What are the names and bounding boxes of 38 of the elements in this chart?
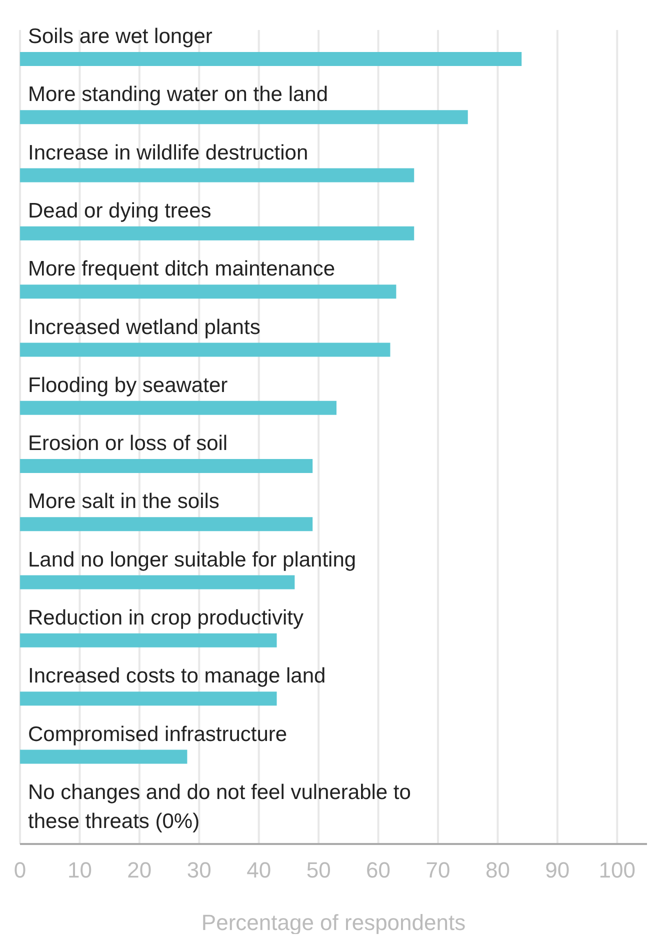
bar bbox=[20, 633, 277, 648]
y-tick-label: Increased wetland plants bbox=[28, 316, 260, 339]
x-tick-label: 80 bbox=[485, 858, 510, 883]
y-tick-label: Flooding by seawater bbox=[28, 374, 228, 397]
bar bbox=[20, 110, 468, 124]
y-tick-label: More frequent ditch maintenance bbox=[28, 258, 336, 281]
bar bbox=[20, 400, 336, 415]
x-tick-label: 0 bbox=[14, 858, 26, 883]
bar bbox=[20, 284, 396, 299]
bar bbox=[20, 575, 295, 590]
bar bbox=[20, 226, 414, 240]
x-tick-label: 10 bbox=[67, 858, 92, 883]
bar bbox=[20, 342, 390, 357]
bar bbox=[20, 750, 188, 764]
y-tick-label: Land no longer suitable for planting bbox=[28, 548, 356, 572]
x-tick-label: 40 bbox=[246, 858, 272, 883]
y-tick-label: Soils are wet longer bbox=[28, 25, 212, 48]
y-tick-label: Increased costs to manage land bbox=[28, 664, 326, 688]
bar bbox=[20, 517, 313, 532]
x-tick-label: 60 bbox=[366, 858, 391, 883]
bar bbox=[20, 168, 414, 182]
x-tick-label: 100 bbox=[598, 858, 636, 883]
bar bbox=[20, 692, 277, 706]
x-tick-label: 70 bbox=[426, 858, 450, 883]
x-tick-label: 90 bbox=[545, 858, 570, 883]
x-tick-label: 30 bbox=[186, 858, 212, 883]
y-tick-label: Compromised infrastructure bbox=[28, 722, 288, 746]
x-tick-label: 20 bbox=[127, 858, 152, 883]
y-tick-label: More salt in the soils bbox=[28, 490, 220, 514]
y-tick-label: No changes and do not feel vulnerable to these threats (0%) bbox=[28, 780, 411, 833]
y-tick-label: More standing water on the land bbox=[28, 83, 328, 106]
y-tick-label: Erosion or loss of soil bbox=[28, 432, 228, 456]
y-tick-label: Reduction in crop productivity bbox=[28, 606, 304, 630]
x-tick-label: 50 bbox=[306, 858, 331, 883]
y-tick-label: Dead or dying trees bbox=[28, 200, 212, 222]
bar bbox=[20, 459, 313, 473]
y-tick-label: Increase in wildlife destruction bbox=[28, 141, 308, 164]
bar bbox=[20, 52, 522, 66]
